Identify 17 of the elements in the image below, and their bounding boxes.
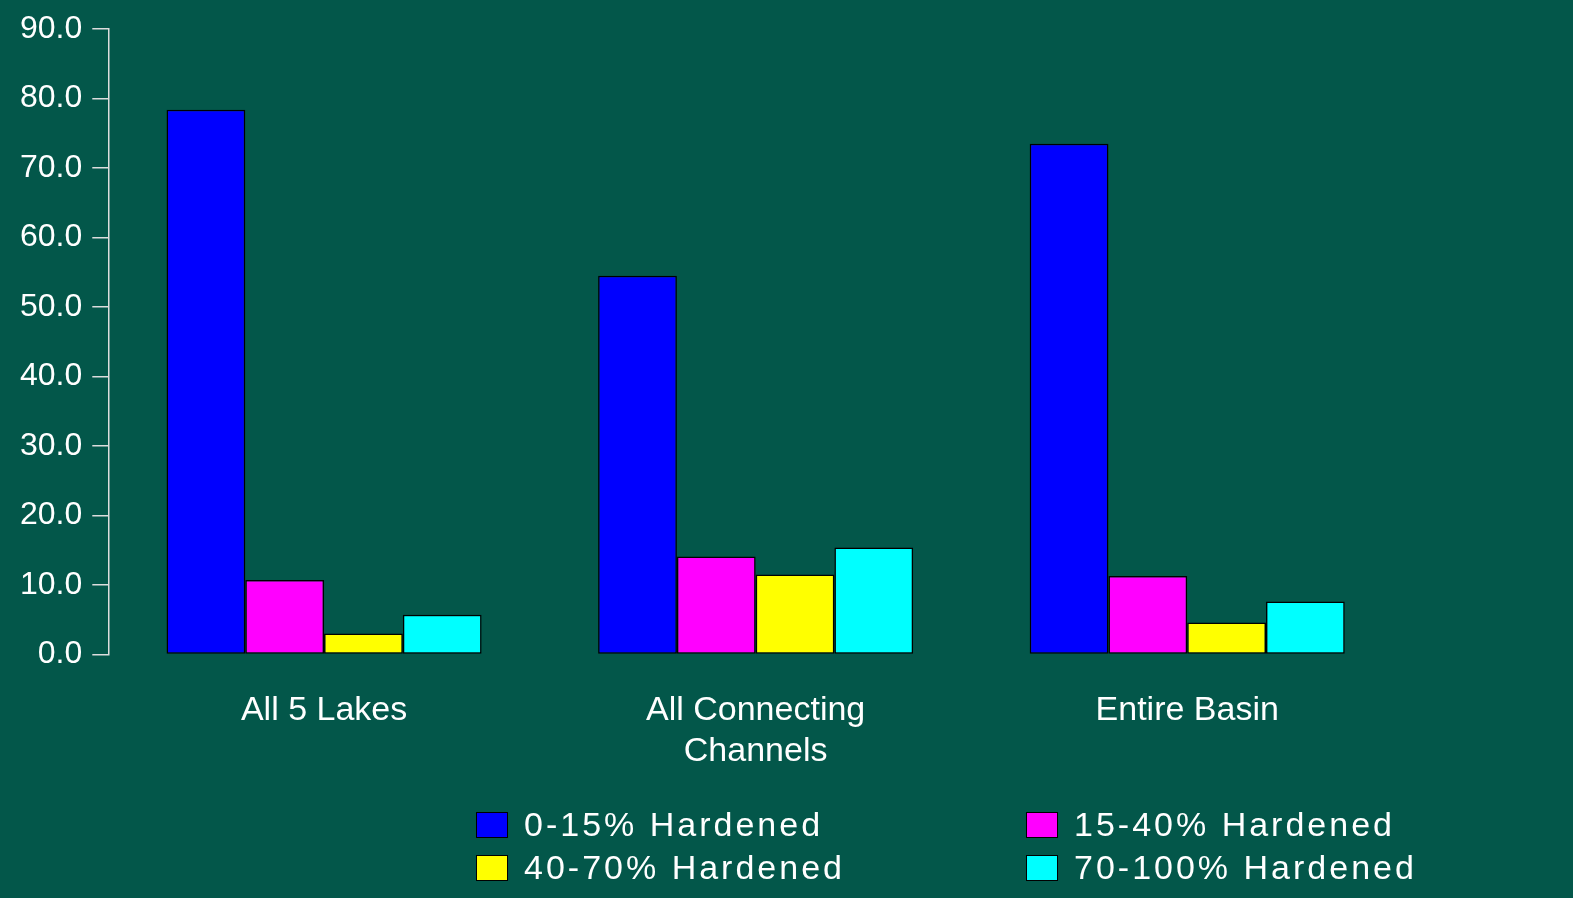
x-tick-label: All Connecting Channels (646, 689, 866, 768)
legend-label: 40-70% Hardened (524, 848, 845, 887)
y-tick-label: 60.0 (20, 217, 83, 254)
legend-label: 70-100% Hardened (1074, 848, 1417, 887)
y-tick-label: 90.0 (20, 9, 83, 46)
y-tick-label: 40.0 (20, 356, 83, 393)
x-tick-label: Entire Basin (1095, 689, 1279, 728)
y-tick-label: 80.0 (20, 78, 83, 115)
y-tick-label: 70.0 (20, 147, 83, 184)
y-tick-label: 20.0 (20, 495, 83, 532)
legend-label: 0-15% Hardened (524, 805, 824, 844)
x-tick-label: All 5 Lakes (240, 689, 408, 728)
y-tick-label: 50.0 (20, 286, 83, 323)
legend-label: 15-40% Hardened (1074, 805, 1395, 844)
y-tick-label: 0.0 (37, 634, 83, 671)
y-tick-label: 30.0 (20, 425, 83, 462)
y-tick-label: 10.0 (20, 564, 83, 601)
